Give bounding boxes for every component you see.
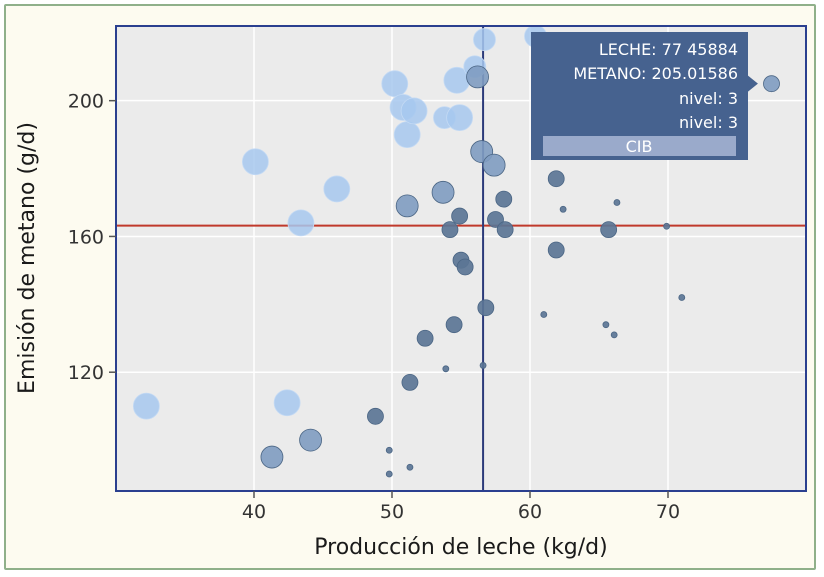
data-point[interactable] — [441, 221, 459, 239]
data-point[interactable] — [602, 321, 610, 329]
data-point[interactable] — [479, 362, 487, 369]
x-axis-title: Producción de leche (kg/d) — [314, 535, 607, 560]
data-point[interactable] — [495, 190, 513, 208]
tooltip-pointer — [748, 75, 758, 92]
data-point[interactable] — [299, 428, 322, 452]
data-point[interactable] — [559, 205, 567, 213]
data-point[interactable] — [381, 70, 409, 98]
data-point[interactable] — [393, 121, 421, 149]
data-point[interactable] — [663, 222, 671, 230]
tooltip-line-metano: METANO: 205.01586 — [573, 64, 738, 83]
data-point[interactable] — [610, 331, 618, 339]
data-point[interactable] — [442, 365, 450, 373]
data-point[interactable] — [547, 241, 565, 259]
data-point[interactable] — [446, 104, 474, 132]
data-point[interactable] — [401, 373, 419, 391]
data-point[interactable] — [445, 316, 463, 334]
data-point[interactable] — [456, 258, 474, 276]
plot-border — [115, 25, 807, 492]
x-tick-label: 40 — [242, 501, 266, 523]
data-point[interactable] — [416, 329, 434, 347]
data-point[interactable] — [600, 221, 618, 239]
x-tick-label: 70 — [656, 501, 680, 523]
reference-lines — [116, 26, 806, 491]
data-point[interactable] — [482, 153, 506, 177]
data-point[interactable] — [385, 446, 393, 454]
data-tooltip: LECHE: 77 45884 METANO: 205.01586 nivel:… — [531, 32, 758, 160]
x-tick-label: 60 — [518, 501, 542, 523]
y-axis-title: Emisión de metano (g/d) — [15, 122, 40, 394]
data-point[interactable] — [496, 221, 514, 239]
data-point[interactable] — [431, 180, 455, 204]
data-point[interactable] — [367, 407, 384, 425]
data-point[interactable] — [678, 294, 686, 301]
y-tick-label: 120 — [68, 362, 104, 384]
tooltip-band — [543, 136, 736, 156]
data-point[interactable] — [385, 470, 393, 478]
data-point[interactable] — [547, 170, 565, 188]
data-point[interactable] — [273, 389, 301, 417]
tooltip-band-label: CIB — [626, 137, 653, 156]
data-point[interactable] — [477, 299, 495, 317]
data-point[interactable] — [241, 148, 269, 176]
x-tick-label: 50 — [380, 501, 404, 523]
data-point[interactable] — [540, 311, 548, 318]
data-point[interactable] — [466, 65, 489, 89]
axis-ticks: 40 50 60 70 120 160 200 — [68, 91, 680, 523]
data-point[interactable] — [473, 28, 496, 51]
y-tick-label: 200 — [68, 91, 104, 113]
tooltip-line-nivel-2: nivel: 3 — [679, 113, 738, 132]
data-point[interactable] — [287, 209, 315, 237]
data-point[interactable] — [400, 97, 428, 125]
data-points — [132, 26, 780, 478]
data-point[interactable] — [395, 194, 419, 218]
tooltip-line-nivel-1: nivel: 3 — [679, 89, 738, 108]
data-point[interactable] — [132, 392, 160, 420]
data-point[interactable] — [323, 175, 351, 203]
tooltip-line-leche: LECHE: 77 45884 — [599, 40, 738, 59]
data-point[interactable] — [763, 75, 780, 93]
y-tick-label: 160 — [68, 226, 104, 248]
data-point[interactable] — [406, 463, 414, 471]
data-point[interactable] — [260, 445, 284, 469]
data-point[interactable] — [613, 199, 621, 206]
data-point[interactable] — [451, 207, 469, 225]
